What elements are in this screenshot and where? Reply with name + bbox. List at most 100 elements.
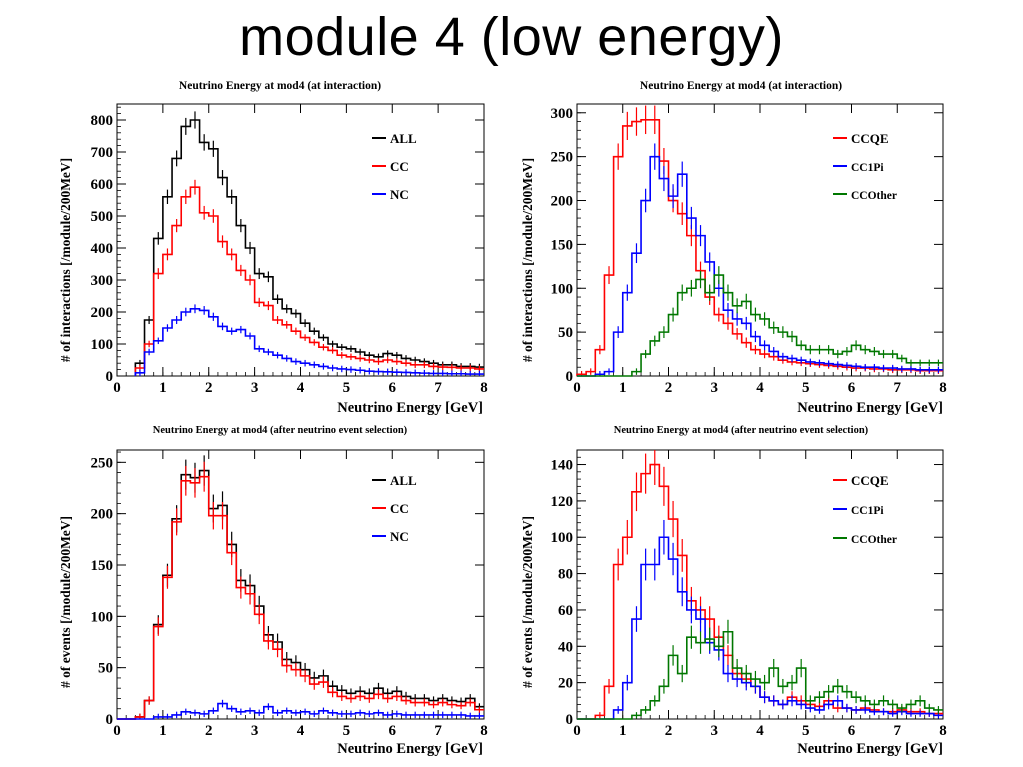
- x-tick-label: 5: [343, 723, 351, 739]
- x-tick-label: 5: [802, 380, 810, 396]
- y-axis-label: # of events [/module/200MeV]: [58, 516, 73, 688]
- y-tick-label: 140: [551, 458, 574, 474]
- series-line-cc: [134, 186, 484, 376]
- x-tick-label: 2: [665, 723, 673, 739]
- y-axis-label: # of interactions [/module/200MeV]: [58, 158, 73, 362]
- x-tick-label: 2: [205, 723, 213, 739]
- y-tick-label: 200: [551, 194, 574, 210]
- y-tick-label: 150: [551, 237, 574, 253]
- legend-label: CC: [390, 159, 409, 174]
- x-axis-label: Neutrino Energy [GeV]: [797, 400, 943, 416]
- series-line-nc: [117, 702, 484, 720]
- series-line-cc1pi: [577, 155, 943, 377]
- x-tick-label: 7: [894, 723, 902, 739]
- x-tick-label: 3: [251, 723, 259, 739]
- x-axis-label: Neutrino Energy [GeV]: [337, 741, 483, 757]
- y-tick-label: 50: [98, 661, 113, 677]
- x-tick-label: 8: [480, 723, 488, 739]
- chart-title: Neutrino Energy at mod4 (at interaction): [179, 80, 381, 92]
- y-tick-label: 50: [558, 325, 573, 341]
- y-tick-label: 0: [566, 369, 574, 385]
- y-tick-label: 400: [91, 241, 114, 257]
- x-tick-label: 2: [665, 380, 673, 396]
- x-axis-label: Neutrino Energy [GeV]: [797, 741, 943, 757]
- y-tick-label: 250: [551, 150, 574, 166]
- x-tick-label: 6: [848, 723, 856, 739]
- y-tick-label: 100: [91, 609, 114, 625]
- x-tick-label: 6: [848, 380, 856, 396]
- y-tick-label: 0: [106, 712, 114, 728]
- y-tick-label: 500: [91, 209, 114, 225]
- x-tick-label: 7: [434, 723, 442, 739]
- legend-label: CCOther: [851, 534, 897, 546]
- y-tick-label: 60: [558, 603, 573, 619]
- x-tick-label: 4: [297, 723, 305, 739]
- series-line-all: [117, 469, 484, 720]
- x-tick-label: 6: [389, 380, 397, 396]
- x-tick-label: 0: [113, 380, 121, 396]
- plot-frame: [116, 449, 485, 720]
- legend-label: NC: [390, 187, 409, 202]
- y-tick-label: 120: [551, 494, 574, 510]
- ylabel-group: # of interactions [/module/200MeV]: [520, 158, 535, 362]
- x-tick-label: 0: [113, 723, 121, 739]
- legend-label: CCOther: [851, 190, 897, 202]
- legend-label: CC1Pi: [851, 162, 884, 174]
- x-tick-label: 3: [711, 723, 719, 739]
- x-tick-label: 1: [159, 723, 167, 739]
- x-tick-label: 5: [343, 380, 351, 396]
- x-tick-label: 4: [756, 723, 764, 739]
- x-tick-label: 7: [434, 380, 442, 396]
- x-tick-label: 6: [389, 723, 397, 739]
- legend-label: ALL: [390, 131, 417, 146]
- y-tick-label: 600: [91, 177, 114, 193]
- chart-panel-all-cc-nc-interaction: Neutrino Energy at mod4 (at interaction)…: [58, 80, 488, 416]
- ylabel-group: # of events [/module/200MeV]: [58, 516, 73, 688]
- legend-label: ALL: [390, 473, 417, 488]
- x-tick-label: 4: [756, 380, 764, 396]
- x-tick-label: 1: [619, 380, 627, 396]
- x-tick-label: 0: [573, 380, 581, 396]
- y-tick-label: 250: [91, 455, 114, 471]
- legend-label: CCQE: [851, 473, 889, 488]
- ylabel-group: # of interactions [/module/200MeV]: [58, 158, 73, 362]
- chart-title: Neutrino Energy at mod4 (at interaction): [640, 80, 842, 92]
- series-line-ccother: [577, 630, 943, 720]
- legend-label: CC: [390, 501, 409, 516]
- series-line-all: [134, 119, 484, 376]
- chart-title: Neutrino Energy at mod4 (after neutrino …: [153, 425, 408, 436]
- y-tick-label: 0: [566, 712, 574, 728]
- x-tick-label: 3: [251, 380, 259, 396]
- y-tick-label: 800: [91, 113, 114, 129]
- y-tick-label: 200: [91, 507, 114, 523]
- x-tick-label: 1: [619, 723, 627, 739]
- y-tick-label: 700: [91, 145, 114, 161]
- chart-panel-cc-modes-interaction: Neutrino Energy at mod4 (at interaction)…: [520, 80, 947, 416]
- legend-label: CCQE: [851, 131, 889, 146]
- series-line-nc: [134, 308, 484, 376]
- y-tick-label: 80: [558, 567, 573, 583]
- slide-title: module 4 (low energy): [239, 7, 784, 67]
- x-axis-label: Neutrino Energy [GeV]: [337, 400, 483, 416]
- y-tick-label: 300: [91, 273, 114, 289]
- legend-label: NC: [390, 529, 409, 544]
- y-tick-label: 40: [558, 639, 573, 655]
- y-tick-label: 200: [91, 305, 114, 321]
- y-tick-label: 0: [106, 369, 114, 385]
- x-tick-label: 8: [939, 723, 947, 739]
- y-tick-label: 20: [558, 676, 573, 692]
- y-tick-label: 100: [551, 281, 574, 297]
- ylabel-group: # of events [/module/200MeV]: [520, 516, 535, 688]
- x-tick-label: 8: [480, 380, 488, 396]
- y-tick-label: 100: [551, 530, 574, 546]
- x-tick-label: 7: [894, 380, 902, 396]
- y-axis-label: # of events [/module/200MeV]: [520, 516, 535, 688]
- x-tick-label: 8: [939, 380, 947, 396]
- y-tick-label: 100: [91, 337, 114, 353]
- x-tick-label: 2: [205, 380, 213, 396]
- x-tick-label: 0: [573, 723, 581, 739]
- y-axis-label: # of interactions [/module/200MeV]: [520, 158, 535, 362]
- legend-label: CC1Pi: [851, 505, 884, 517]
- series-line-cc1pi: [577, 536, 943, 720]
- chart-title: Neutrino Energy at mod4 (after neutrino …: [614, 425, 869, 436]
